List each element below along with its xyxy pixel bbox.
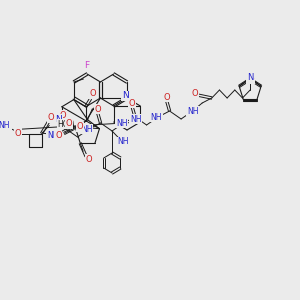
Text: NH: NH (81, 124, 93, 134)
Text: O: O (76, 122, 83, 131)
Text: O: O (55, 131, 62, 140)
Text: N: N (56, 115, 62, 124)
Text: NH: NH (130, 115, 141, 124)
Text: NH: NH (117, 137, 128, 146)
Text: O: O (89, 89, 96, 98)
Text: O: O (248, 75, 254, 84)
Text: NH: NH (116, 118, 127, 127)
Text: O: O (48, 113, 55, 122)
Text: O: O (85, 155, 92, 164)
Text: NH: NH (47, 130, 58, 140)
Text: O: O (14, 129, 21, 138)
Text: NH: NH (187, 106, 198, 116)
Text: NH: NH (150, 112, 162, 122)
Text: N: N (122, 92, 128, 100)
Text: O: O (246, 75, 253, 84)
Text: O: O (164, 92, 170, 101)
Text: O: O (191, 88, 198, 98)
Text: O: O (66, 119, 72, 128)
Text: O: O (129, 98, 136, 107)
Text: O: O (60, 110, 67, 119)
Text: N: N (247, 73, 253, 82)
Text: O: O (94, 104, 101, 113)
Text: NH: NH (0, 121, 10, 130)
Text: F: F (85, 61, 90, 70)
Text: HO: HO (57, 120, 69, 129)
